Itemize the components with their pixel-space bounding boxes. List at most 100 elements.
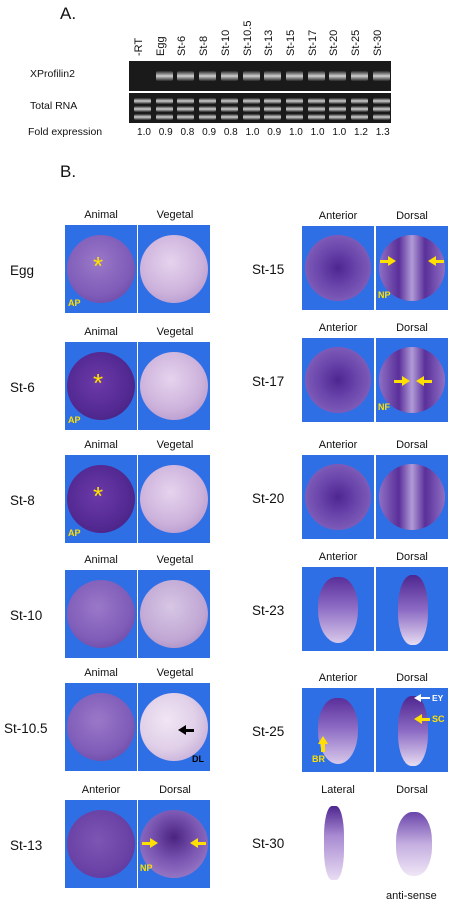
rna-band: [177, 106, 195, 112]
lane-label: -RT: [133, 37, 145, 56]
view-label: Dorsal: [396, 672, 428, 684]
caption-anti-sense: anti-sense: [386, 890, 437, 902]
asterisk-icon: *: [93, 481, 104, 511]
rna-band: [285, 106, 303, 112]
marker-label: NF: [378, 402, 390, 412]
embryo-image-anterior: [302, 338, 374, 422]
embryo: [379, 235, 445, 301]
view-label: Anterior: [318, 551, 358, 563]
rna-band: [307, 98, 325, 104]
embryo: [398, 696, 428, 766]
embryo: [140, 352, 208, 420]
embryo-image-dorsal: [376, 455, 448, 539]
stage-label: St-13: [10, 838, 43, 853]
fold-value: 0.8: [223, 127, 238, 138]
embryo: [396, 812, 432, 876]
fold-value: 1.0: [245, 127, 260, 138]
rna-band: [264, 98, 282, 104]
view-label: Dorsal: [159, 784, 191, 796]
lane-label: St-30: [371, 29, 384, 56]
embryo-image-lateral: [302, 800, 374, 884]
fold-value: 0.9: [202, 127, 217, 138]
stage-label: St-10.5: [4, 721, 48, 736]
rna-band: [177, 98, 195, 104]
view-label: Animal: [84, 439, 118, 451]
rna-band: [285, 114, 303, 120]
lane-label: St-25: [350, 29, 362, 56]
embryo-image-vegetal: DL: [138, 683, 210, 771]
embryo-image-dorsal: NP: [138, 800, 210, 888]
embryo: [379, 464, 445, 530]
embryo-image-anterior: BR: [302, 688, 374, 772]
fold-value: 0.9: [158, 127, 173, 138]
rna-band: [372, 98, 390, 104]
gene-band: [177, 71, 195, 81]
rna-band: [199, 114, 217, 120]
view-label: Vegetal: [156, 667, 194, 679]
total-rna-gel: [129, 93, 391, 123]
rna-band: [155, 106, 173, 112]
rna-band: [134, 106, 151, 112]
lane-label: St-6: [176, 35, 189, 56]
fold-value: 1.0: [137, 127, 151, 138]
view-label: Vegetal: [156, 209, 194, 221]
embryo-image-animal: * AP: [65, 225, 137, 313]
embryo: [305, 464, 371, 530]
rna-band: [220, 98, 238, 104]
lane-label: St-10: [219, 29, 232, 56]
gene-band: [307, 71, 325, 81]
embryo: [398, 575, 428, 645]
gene-band: [329, 71, 347, 81]
marker-label: AP: [68, 298, 81, 308]
embryo: [318, 577, 358, 643]
embryo-image-anterior: [302, 226, 374, 310]
stage-label: St-10: [10, 608, 43, 623]
view-label: Animal: [84, 209, 118, 221]
embryo-image-anterior: [65, 800, 137, 888]
stage-label: St-20: [252, 491, 285, 506]
asterisk-icon: *: [93, 368, 104, 398]
rna-band: [155, 114, 173, 120]
embryo-image-animal: * AP: [65, 342, 137, 430]
embryo: [379, 347, 445, 413]
view-label: Dorsal: [396, 551, 428, 563]
marker-label: AP: [68, 528, 81, 538]
yellow-up-arrow-icon: [318, 736, 328, 752]
rna-band: [199, 98, 217, 104]
embryo-image-animal: * AP: [65, 455, 137, 543]
embryo: [140, 693, 208, 761]
view-label: Anterior: [318, 672, 358, 684]
fold-value: 1.0: [310, 127, 325, 138]
rna-band: [242, 98, 260, 104]
white-arrow-icon: [414, 694, 430, 702]
marker-label: NP: [140, 863, 153, 873]
gene-band: [264, 71, 282, 81]
marker-label: DL: [192, 754, 204, 764]
gene-band: [372, 71, 390, 81]
marker-label: BR: [312, 754, 325, 764]
fold-value: 0.8: [180, 127, 195, 138]
lane-label: St-17: [306, 29, 319, 56]
view-label: Anterior: [81, 784, 121, 796]
rna-band: [199, 106, 217, 112]
fold-value: 1.0: [332, 127, 347, 138]
rna-band: [264, 114, 282, 120]
lane-label: St-10.5: [241, 20, 254, 56]
embryo: [324, 806, 344, 880]
rna-band: [329, 98, 347, 104]
embryo-image-vegetal: [138, 455, 210, 543]
rna-band: [155, 98, 173, 104]
rna-row-label: Total RNA: [30, 100, 78, 112]
rna-band: [220, 114, 238, 120]
embryo-image-anterior: [302, 567, 374, 651]
rna-band: [307, 106, 325, 112]
marker-label: AP: [68, 415, 81, 425]
embryo-image-dorsal: EY SC: [376, 688, 448, 772]
arrow-icon: [142, 838, 158, 848]
embryo: [67, 352, 135, 420]
rna-band: [351, 114, 368, 120]
embryo: [67, 465, 135, 533]
marker-label: NP: [378, 290, 391, 300]
rna-band: [329, 114, 347, 120]
view-label: Dorsal: [396, 439, 428, 451]
